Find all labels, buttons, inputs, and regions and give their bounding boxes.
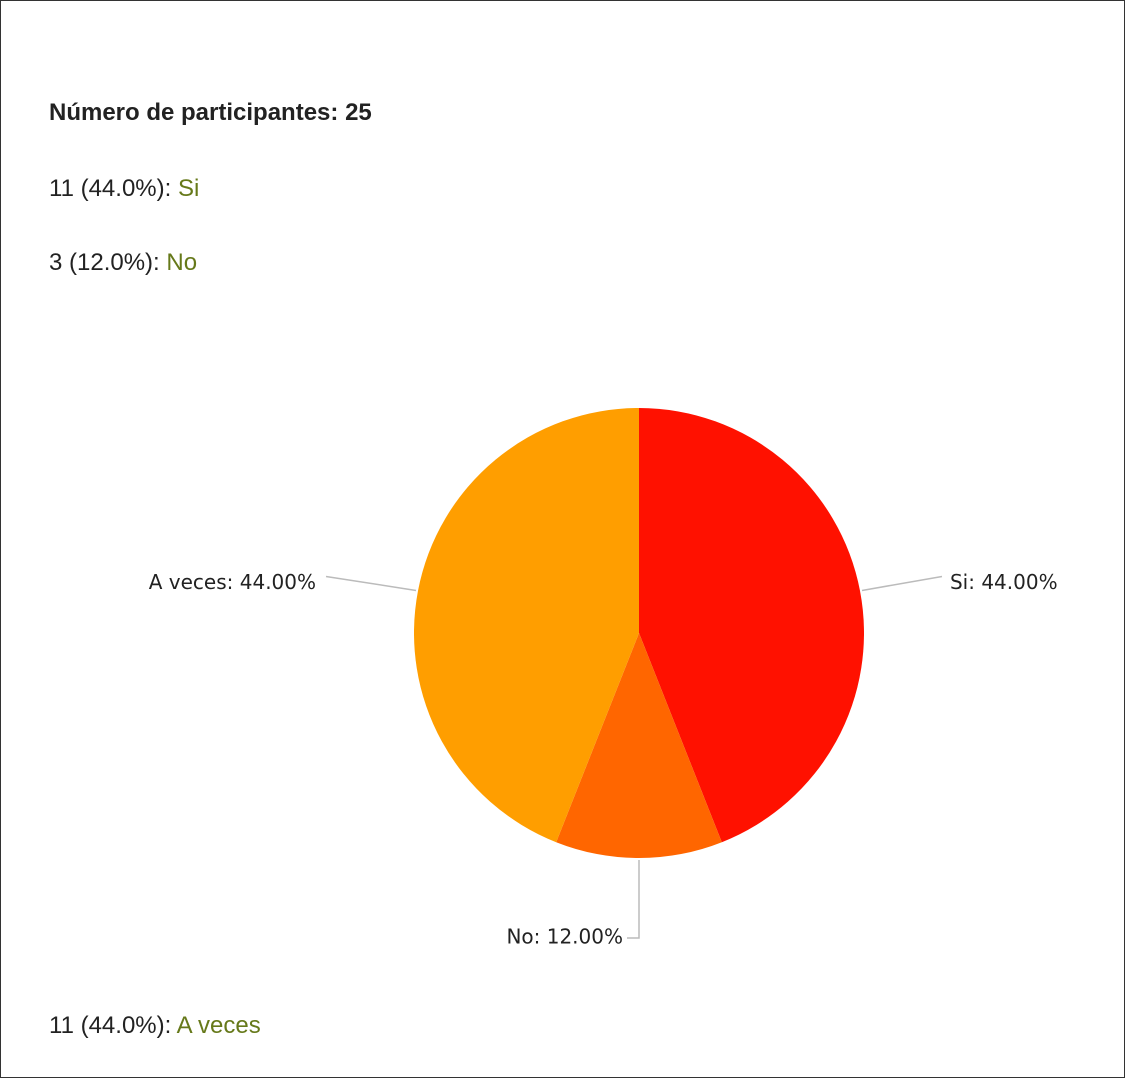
answer-text: Si	[177, 175, 200, 202]
answer-row: 3 (12.0%): No	[49, 249, 197, 277]
pie-slice	[639, 408, 864, 843]
participants-title: Número de participantes: 25	[49, 99, 372, 126]
answer-text: A veces	[176, 1012, 261, 1039]
pie-slice	[414, 408, 639, 843]
slice-label: No: 12.00%	[506, 925, 623, 949]
answer-count: 11 (44.0%):	[49, 175, 178, 202]
answer-count: 11 (44.0%):	[49, 1012, 177, 1039]
answer-row: 11 (44.0%): Si	[49, 175, 199, 203]
answer-count: 3 (12.0%):	[49, 249, 167, 276]
answer-row: 11 (44.0%): A veces	[49, 1012, 261, 1040]
pie-slice	[556, 633, 722, 859]
slice-label: A veces: 44.00%	[149, 570, 316, 594]
leader-line	[627, 860, 640, 939]
answer-text: No	[166, 249, 198, 276]
leader-line	[325, 575, 417, 592]
leader-line	[861, 575, 943, 592]
slice-label: Si: 44.00%	[950, 570, 1058, 594]
